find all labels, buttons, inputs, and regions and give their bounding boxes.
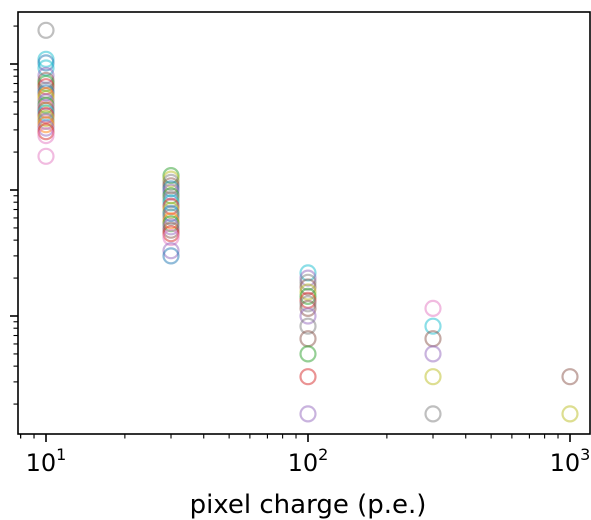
data-point [424, 317, 442, 335]
data-point [424, 368, 442, 386]
x-tick-label: 102 [288, 445, 329, 477]
data-point [37, 127, 55, 145]
data-point [37, 21, 55, 39]
data-point [299, 295, 317, 313]
data-point [37, 50, 55, 68]
data-point [37, 147, 55, 165]
data-point [162, 242, 180, 260]
data-point [299, 283, 317, 301]
data-point [299, 317, 317, 335]
x-axis-tick-labels: 101 102 103 [26, 445, 591, 477]
x-tick-label: 101 [26, 445, 67, 477]
data-point [162, 228, 180, 247]
data-point [162, 247, 180, 265]
data-point [299, 278, 317, 296]
x-tick-label: 103 [550, 445, 591, 477]
x-axis-ticks [20, 434, 571, 442]
data-point [299, 405, 317, 423]
data-point [37, 54, 55, 72]
x-axis-label: pixel charge (p.e.) [190, 490, 427, 520]
y-axis-ticks [10, 25, 18, 405]
data-point [424, 345, 442, 363]
data-point [424, 405, 442, 423]
data-point [424, 299, 442, 317]
data-point [299, 299, 317, 317]
data-point [561, 368, 579, 386]
data-point [299, 307, 317, 325]
data-point [299, 368, 317, 386]
data-points [37, 21, 579, 423]
plot-frame [17, 11, 591, 435]
data-point [299, 345, 317, 363]
data-point [561, 405, 579, 423]
